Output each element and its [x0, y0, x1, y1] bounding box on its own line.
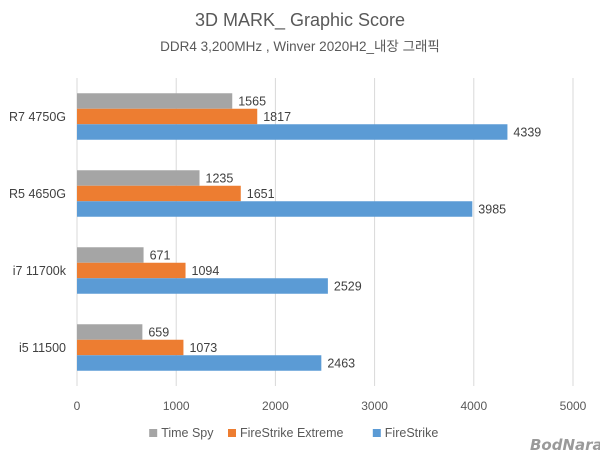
x-tick-label: 0: [74, 399, 81, 413]
bar: [77, 247, 144, 263]
legend-swatch: [372, 429, 381, 437]
bar: [77, 185, 241, 202]
category-label: i7 11700k: [13, 264, 67, 278]
legend-label: Time Spy: [161, 426, 214, 440]
watermark-logo: BodNara: [530, 436, 600, 454]
x-tick-label: 5000: [560, 399, 587, 413]
data-label: 1565: [238, 95, 266, 109]
category-label: R5 4650G: [9, 187, 66, 201]
legend-label: FireStrike: [385, 426, 439, 440]
legend: Time Spy FireStrike Extreme FireStrike: [149, 426, 438, 440]
data-label: 1235: [206, 172, 234, 186]
bar: [77, 93, 233, 109]
data-label: 659: [148, 326, 169, 340]
bar: [77, 355, 322, 371]
bar: [77, 278, 328, 294]
bar: [77, 324, 143, 340]
data-label: 1073: [189, 341, 217, 355]
data-label: 4339: [513, 126, 541, 140]
data-label: 1094: [192, 264, 220, 278]
chart-title: 3D MARK_ Graphic Score: [195, 10, 405, 31]
data-label: 2529: [334, 280, 362, 294]
bar: [77, 201, 473, 217]
category-label: i5 11500: [19, 341, 66, 355]
data-label: 1651: [247, 187, 275, 201]
legend-swatch: [228, 429, 236, 437]
data-label: 671: [150, 249, 171, 263]
x-tick-label: 1000: [163, 399, 190, 413]
x-tick-label: 3000: [361, 399, 388, 413]
data-label: 2463: [327, 357, 355, 371]
bar: [77, 170, 200, 186]
bar: [77, 124, 508, 140]
bar: [77, 262, 186, 279]
bar: [77, 108, 258, 125]
legend-label: FireStrike Extreme: [240, 426, 344, 440]
legend-swatch: [149, 429, 158, 437]
y-axis: R7 4750G R5 4650G i7 11700k i5 11500: [9, 110, 67, 355]
x-axis: 0 1000 2000 3000 4000 5000: [74, 399, 587, 413]
data-label: 1817: [263, 110, 291, 124]
category-label: R7 4750G: [9, 110, 66, 124]
x-tick-label: 4000: [460, 399, 487, 413]
x-tick-label: 2000: [262, 399, 289, 413]
chart-subtitle: DDR4 3,200MHz , Winver 2020H2_내장 그래픽: [160, 39, 440, 54]
data-label: 3985: [478, 203, 506, 217]
bar: [77, 339, 184, 356]
